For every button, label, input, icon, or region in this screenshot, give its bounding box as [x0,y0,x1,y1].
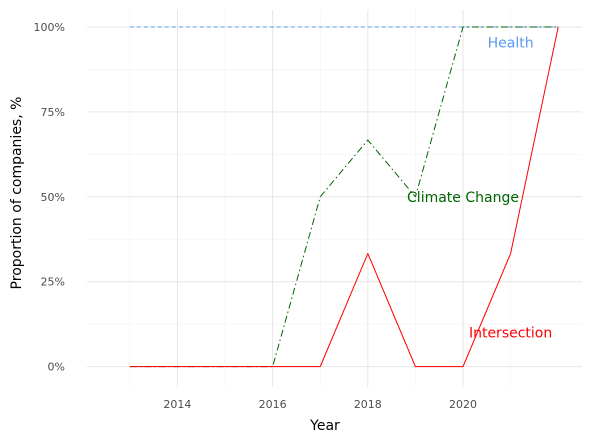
climate-change-series-line [129,26,559,368]
y-tick-label: 0% [48,361,65,374]
climate-change-series-label: Climate Change [407,190,519,206]
x-tick-label: 2020 [449,398,477,411]
series-lines [129,26,559,368]
series-labels: Health Climate Change Intersection [407,35,552,341]
intersection-series-line [129,26,559,368]
y-tick-label: 75% [41,106,65,119]
x-tick-label: 2018 [354,398,382,411]
y-tick-label: 25% [41,276,65,289]
x-tick-label: 2016 [259,398,287,411]
y-tick-label: 100% [34,21,65,34]
health-series-label: Health [488,35,534,51]
y-axis-ticks: 0% 25% 50% 75% 100% [34,21,65,374]
y-tick-label: 50% [41,191,65,204]
intersection-series-label: Intersection [469,326,552,342]
x-tick-label: 2014 [163,398,191,411]
y-axis-title: Proportion of companies, % [9,97,25,290]
x-axis-ticks: 2014 2016 2018 2020 [163,398,477,411]
x-axis-title: Year [309,418,340,434]
